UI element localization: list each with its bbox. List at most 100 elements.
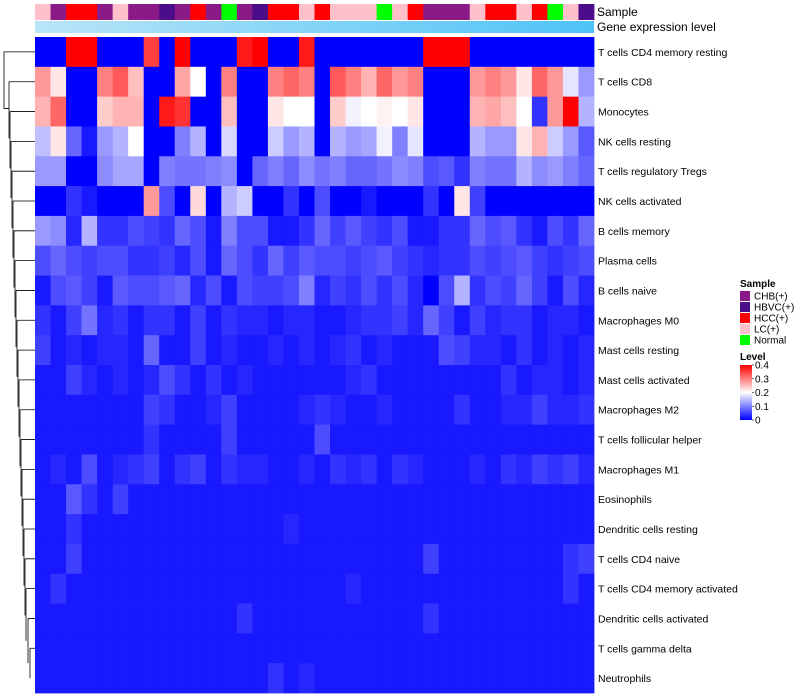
sample-annotation-cell	[500, 4, 517, 20]
heatmap-cell	[376, 66, 393, 98]
heatmap-cell	[578, 394, 595, 426]
heatmap-cell	[66, 37, 82, 68]
heatmap-cell	[454, 186, 471, 217]
heatmap-cell	[500, 96, 517, 127]
heatmap-cell	[562, 66, 579, 98]
heatmap-cell	[143, 156, 160, 187]
heatmap-cell	[376, 543, 393, 575]
heatmap-cell	[392, 126, 409, 157]
heatmap-cell	[81, 365, 98, 396]
heatmap-cell	[112, 365, 129, 396]
heatmap-cell	[298, 37, 315, 68]
heatmap-cell	[547, 186, 564, 217]
sample-legend-label: Normal	[754, 336, 786, 347]
heatmap-cell	[97, 573, 114, 604]
heatmap-cell	[500, 335, 517, 366]
heatmap-cell	[469, 215, 486, 247]
heatmap-cell	[314, 156, 331, 187]
heatmap-cell	[112, 335, 129, 366]
heatmap-cell	[283, 37, 300, 68]
heatmap-cell	[516, 603, 533, 634]
heatmap-cell	[454, 126, 471, 157]
heatmap-cell	[174, 215, 191, 247]
heatmap-cell	[298, 454, 315, 485]
heatmap-cell	[516, 96, 533, 127]
heatmap-cell	[221, 484, 238, 515]
heatmap-cell	[174, 156, 191, 187]
sample-annotation-cell	[407, 4, 424, 20]
heatmap-cell	[314, 126, 331, 157]
heatmap-cell	[345, 186, 362, 217]
heatmap-cell	[205, 66, 222, 98]
heatmap-cell	[298, 424, 315, 455]
heatmap-cell	[314, 37, 331, 68]
heatmap-cell	[35, 454, 51, 485]
heatmap-cell	[361, 126, 378, 157]
sample-legend-label: CHB(+)	[754, 292, 788, 303]
heatmap-cell	[190, 394, 207, 426]
heatmap-cell	[516, 394, 533, 426]
heatmap-cell	[221, 424, 238, 455]
sample-annotation-cell	[376, 4, 393, 20]
heatmap-cell	[314, 365, 331, 396]
heatmap-cell	[407, 305, 424, 336]
heatmap-cell	[50, 365, 67, 396]
level-legend-tick-label: 0.1	[755, 402, 769, 413]
heatmap-cell	[500, 514, 517, 545]
heatmap-cell	[578, 543, 595, 575]
heatmap-cell	[159, 365, 176, 396]
heatmap-cell	[81, 96, 98, 127]
sample-annotation-cell	[205, 4, 222, 20]
heatmap-cell	[547, 96, 564, 127]
heatmap-cell	[500, 186, 517, 217]
heatmap-cell	[330, 156, 346, 187]
level-legend-title: Level	[740, 352, 766, 363]
heatmap-cell	[438, 424, 455, 455]
heatmap-cell	[438, 603, 455, 634]
heatmap-cell	[407, 335, 424, 366]
heatmap-cell	[97, 126, 114, 157]
heatmap-cell	[562, 37, 579, 68]
heatmap-cell	[500, 275, 517, 306]
heatmap-cell	[531, 126, 548, 157]
row-label: B cells naive	[598, 285, 657, 297]
heatmap-cell	[298, 394, 315, 426]
heatmap-cell	[531, 394, 548, 426]
heatmap-cell	[345, 335, 362, 366]
heatmap-cell	[66, 454, 82, 485]
heatmap-cell	[112, 573, 129, 604]
heatmap-cell	[454, 543, 471, 575]
heatmap-cell	[236, 603, 253, 634]
heatmap-cell	[562, 663, 579, 694]
heatmap-cell	[159, 37, 176, 68]
heatmap-cell	[562, 603, 579, 634]
heatmap-cell	[252, 663, 269, 694]
heatmap-cell	[407, 245, 424, 276]
heatmap-cell	[190, 156, 207, 187]
heatmap-cell	[283, 454, 300, 485]
heatmap-cell	[407, 215, 424, 247]
heatmap-cell	[392, 335, 409, 366]
heatmap-cell	[469, 543, 486, 575]
heatmap-cell	[562, 484, 579, 515]
sample-annotation-cell	[578, 4, 595, 20]
heatmap-cell	[485, 424, 502, 455]
heatmap-cell	[159, 96, 176, 127]
heatmap-cell	[298, 245, 315, 276]
sample-annotation-cell	[50, 4, 67, 20]
heatmap-cell	[485, 275, 502, 306]
heatmap-cell	[376, 335, 393, 366]
heatmap-cell	[547, 573, 564, 604]
heatmap-cell	[143, 245, 160, 276]
heatmap-cell	[35, 514, 51, 545]
heatmap-cell	[454, 514, 471, 545]
heatmap-cell	[128, 37, 145, 68]
heatmap-cell	[143, 96, 160, 127]
heatmap-cells	[35, 37, 595, 694]
heatmap-cell	[500, 305, 517, 336]
heatmap-cell	[298, 156, 315, 187]
heatmap-cell	[112, 37, 129, 68]
heatmap-cell	[35, 156, 51, 187]
heatmap-cell	[236, 156, 253, 187]
heatmap-cell	[330, 603, 346, 634]
